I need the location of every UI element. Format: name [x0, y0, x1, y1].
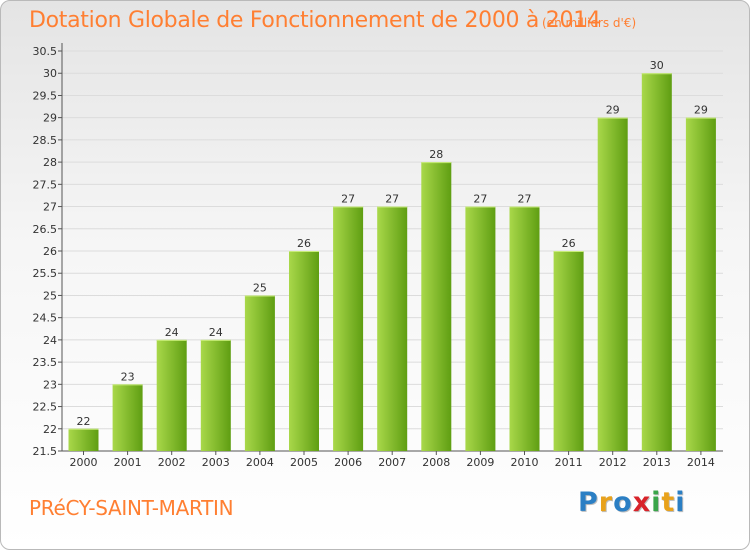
x-tick-label: 2011 [555, 456, 583, 469]
bars [68, 73, 716, 452]
y-tick-label: 23 [43, 378, 57, 391]
y-tick-label: 24 [43, 334, 57, 347]
data-label: 25 [253, 281, 267, 294]
x-tick-label: 2006 [334, 456, 362, 469]
x-tick-label: 2012 [599, 456, 627, 469]
data-label: 27 [385, 193, 399, 206]
data-label: 27 [341, 193, 355, 206]
x-tick-label: 2007 [378, 456, 406, 469]
x-tick-labels: 2000 2001 2002 2003 2004 2005 2006 2007 2008 2009… [70, 451, 715, 469]
bar-2013 [641, 73, 672, 451]
bar-2009 [465, 206, 496, 451]
bar-2004 [244, 295, 275, 451]
bar-2001 [112, 384, 143, 451]
y-tick-label: 30.5 [33, 45, 58, 58]
data-label: 29 [606, 104, 620, 117]
x-tick-label: 2001 [114, 456, 142, 469]
x-tick-label: 2014 [687, 456, 715, 469]
y-tick-label: 27.5 [33, 178, 58, 191]
x-tick-label: 2010 [511, 456, 539, 469]
y-tick-label: 26.5 [33, 223, 58, 236]
bar-2012 [597, 117, 628, 452]
bar-2010 [509, 206, 540, 451]
y-tick-label: 27 [43, 201, 57, 214]
logo-letter: i [675, 487, 686, 518]
y-tick-label: 22 [43, 423, 57, 436]
y-tick-label: 29 [43, 112, 57, 125]
bar-2008 [421, 162, 452, 451]
y-tick-label: 28 [43, 156, 57, 169]
y-tick-label: 22.5 [33, 401, 58, 414]
logo-letter: t [661, 487, 676, 518]
data-label: 30 [650, 59, 664, 72]
x-tick-label: 2003 [202, 456, 230, 469]
y-tick-label: 26 [43, 245, 57, 258]
x-tick-label: 2013 [643, 456, 671, 469]
data-label: 24 [165, 326, 179, 339]
x-tick-label: 2008 [422, 456, 450, 469]
data-label: 27 [473, 193, 487, 206]
y-tick-label: 29.5 [33, 89, 58, 102]
data-label: 26 [297, 237, 311, 250]
bar-2011 [553, 251, 584, 451]
bar-2007 [377, 206, 408, 451]
bar-2000 [68, 428, 99, 451]
commune-name: PRéCY-SAINT-MARTIN [29, 496, 234, 520]
logo-letter: r [598, 487, 614, 518]
bar-2005 [289, 251, 319, 451]
y-tick-label: 25 [43, 289, 57, 302]
x-tick-label: 2005 [290, 456, 318, 469]
data-label: 28 [429, 148, 443, 161]
bar-2002 [156, 339, 187, 451]
y-tick-labels: 21.5 22 22.5 23 23.5 24 24.5 25 25.5 26 26.5 27 27.5… [33, 45, 58, 458]
logo-letter: P [578, 487, 599, 518]
bar-2006 [333, 206, 364, 451]
data-label: 22 [77, 415, 91, 428]
logo-letter: o [613, 487, 633, 518]
data-label: 26 [562, 237, 576, 250]
data-labels: 22 23 24 24 25 26 27 27 28 27 27 26 29 30 29 [77, 59, 708, 428]
x-tick-label: 2004 [246, 456, 274, 469]
y-tick-label: 21.5 [33, 445, 58, 458]
logo-letter: x [632, 487, 652, 518]
chart-title: Dotation Globale de Fonctionnement de 20… [29, 8, 601, 33]
x-tick-label: 2000 [70, 456, 98, 469]
y-tick-label: 24.5 [33, 312, 58, 325]
bar-2014 [685, 117, 716, 452]
data-label: 23 [121, 370, 135, 383]
bar-2003 [200, 339, 231, 451]
data-label: 27 [518, 193, 532, 206]
x-tick-label: 2009 [466, 456, 494, 469]
data-label: 29 [694, 104, 708, 117]
data-label: 24 [209, 326, 223, 339]
y-tick-label: 30 [43, 67, 57, 80]
logo-letter: i [651, 487, 662, 518]
proxiti-logo: Proxiti [578, 487, 686, 518]
x-tick-label: 2002 [158, 456, 186, 469]
chart-unit: (en milliers d'€) [542, 16, 637, 30]
y-tick-label: 28.5 [33, 134, 58, 147]
y-tick-label: 23.5 [33, 356, 58, 369]
y-tick-label: 25.5 [33, 267, 58, 280]
